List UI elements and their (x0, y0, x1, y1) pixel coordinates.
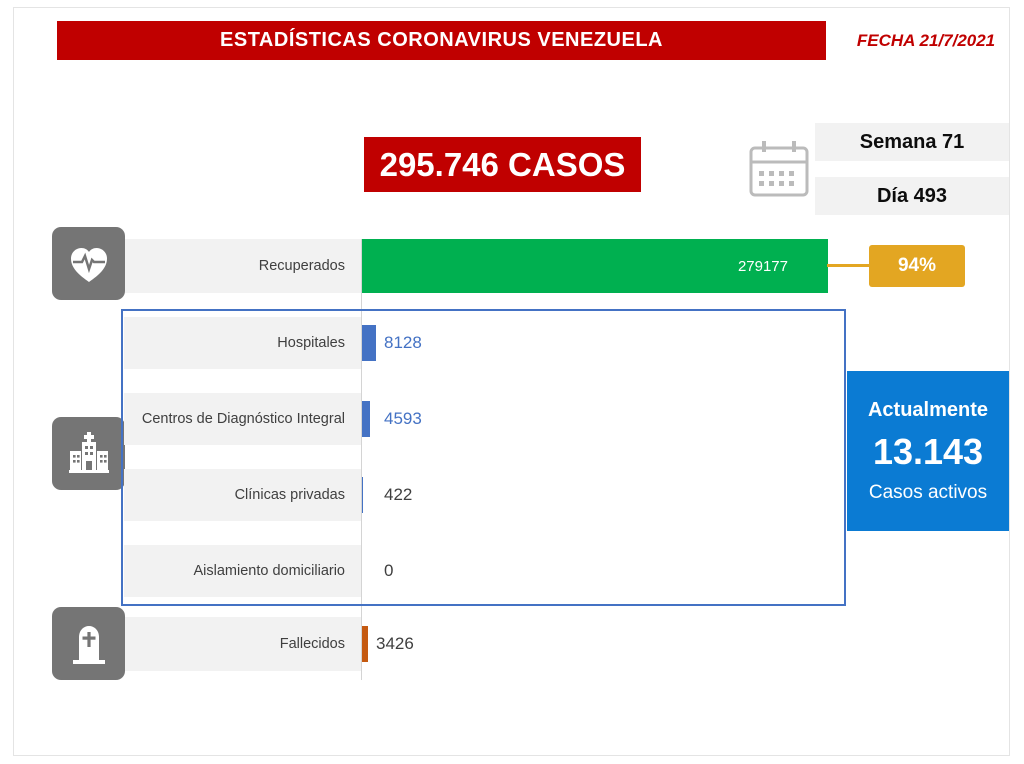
recovered-percent-badge: 94% (869, 245, 965, 287)
clinicas-privadas-bar (362, 477, 363, 513)
cdi-bar (362, 401, 370, 437)
chart-axis-line (361, 239, 362, 680)
day-badge: Día 493 (815, 177, 1009, 215)
recovered-bar: 279177 (362, 239, 828, 293)
active-cases-title: Actualmente (867, 398, 989, 421)
hospitales-bar (362, 325, 376, 361)
fallecidos-bar (362, 626, 368, 662)
row-label-recuperados: Recuperados (125, 239, 361, 293)
total-cases-text: 295.746 CASOS (379, 145, 626, 183)
hospital-icon (68, 431, 109, 473)
active-cases-subtitle: Casos activos (868, 481, 988, 503)
hospitales-value: 8128 (384, 333, 422, 352)
total-cases-box: 295.746 CASOS (364, 137, 641, 192)
page-title: ESTADÍSTICAS CORONAVIRUS VENEZUELA (220, 29, 663, 51)
row-label-clinicas-privadas: Clínicas privadas (124, 469, 361, 521)
row-label-hospitales: Hospitales (124, 317, 361, 369)
deaths-icon-tile (52, 607, 125, 680)
row-label-aislamiento-domiciliario: Aislamiento domiciliario (124, 545, 361, 597)
aislamiento-domiciliario-value: 0 (384, 561, 394, 580)
recovered-icon-tile (52, 227, 125, 300)
week-badge: Semana 71 (815, 123, 1009, 161)
heart-pulse-icon (70, 247, 107, 282)
fallecidos-value: 3426 (376, 634, 414, 653)
facilities-icon-tile (52, 417, 125, 490)
cdi-value: 4593 (384, 409, 422, 428)
active-cases-value: 13.143 (872, 430, 984, 472)
row-label-cdi: Centros de Diagnóstico Integral (124, 393, 361, 445)
row-label-fallecidos: Fallecidos (125, 617, 361, 671)
tombstone-icon (72, 625, 105, 664)
calendar-icon (747, 139, 811, 199)
active-cases-box: Actualmente 13.143 Casos activos (847, 371, 1009, 531)
percent-connector-line (827, 264, 869, 267)
header-date: FECHA 21/7/2021 (856, 30, 996, 50)
header-banner: ESTADÍSTICAS CORONAVIRUS VENEZUELA (57, 21, 826, 60)
recovered-value: 279177 (737, 257, 788, 275)
clinicas-privadas-value: 422 (384, 485, 413, 504)
